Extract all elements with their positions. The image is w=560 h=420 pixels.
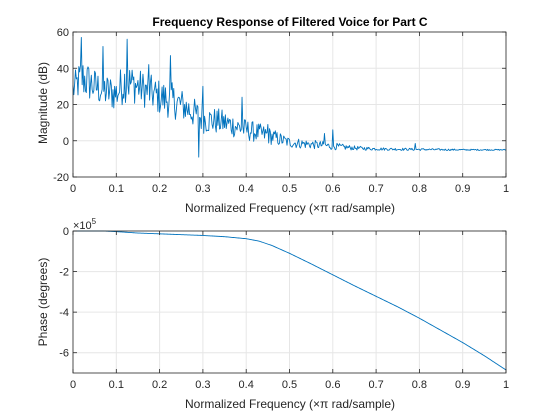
magnitude-y-tick-label: 60 — [57, 27, 69, 39]
magnitude-y-tick-label: 40 — [57, 63, 69, 75]
phase-x-tick-label: 0.9 — [455, 379, 470, 391]
magnitude-y-tick-label: 20 — [57, 100, 69, 112]
phase-y-axis-label: Phase (degrees) — [36, 258, 50, 347]
phase-x-tick-label: 0.2 — [152, 379, 167, 391]
magnitude-x-tick-label: 0.2 — [152, 183, 167, 195]
magnitude-series-line — [72, 36, 507, 158]
phase-x-tick-label: 0.3 — [195, 379, 210, 391]
phase-x-tick-label: 0 — [70, 379, 76, 391]
magnitude-x-tick-label: 0.8 — [412, 183, 427, 195]
phase-axes: 0 0.1 0.2 0.3 0.4 0.5 0.6 0.7 0.8 0.9 1 -6 -4 -2 0 — [59, 226, 509, 391]
magnitude-x-tick-label: 0.9 — [455, 183, 470, 195]
magnitude-x-tick-label: 0 — [70, 183, 76, 195]
phase-y-tick-label: -4 — [59, 307, 69, 319]
phase-exponent-label: ×105 — [73, 217, 97, 232]
magnitude-x-tick-label: 1 — [503, 183, 509, 195]
phase-x-tick-label: 0.1 — [109, 379, 124, 391]
magnitude-x-tick-label: 0.1 — [109, 183, 124, 195]
phase-exponent-base: ×10 — [73, 220, 92, 232]
phase-x-tick-label: 0.5 — [282, 379, 297, 391]
phase-series-line — [73, 230, 507, 371]
magnitude-x-tick-label: 0.5 — [282, 183, 297, 195]
magnitude-y-tick-label: 0 — [63, 136, 69, 148]
magnitude-y-axis-label: Magnitude (dB) — [36, 62, 50, 144]
phase-x-tick-label: 0.6 — [325, 379, 340, 391]
magnitude-y-tick-label: -20 — [53, 172, 69, 184]
phase-x-tick-label: 0.7 — [368, 379, 383, 391]
magnitude-x-tick-label: 0.6 — [325, 183, 340, 195]
phase-exponent-power: 5 — [92, 217, 97, 226]
chart-title: Frequency Response of Filtered Voice for… — [152, 15, 428, 29]
magnitude-x-tick-label: 0.4 — [239, 183, 254, 195]
phase-x-axis-label: Normalized Frequency (×π rad/sample) — [185, 397, 395, 411]
phase-y-tick-label: 0 — [63, 226, 69, 238]
phase-x-tick-label: 0.4 — [239, 379, 254, 391]
magnitude-x-tick-label: 0.3 — [195, 183, 210, 195]
phase-x-tick-label: 0.8 — [412, 379, 427, 391]
magnitude-x-axis-label: Normalized Frequency (×π rad/sample) — [185, 201, 395, 215]
phase-y-tick-label: -2 — [59, 267, 69, 279]
phase-y-tick-label: -6 — [59, 348, 69, 360]
phase-x-tick-label: 1 — [503, 379, 509, 391]
magnitude-x-tick-label: 0.7 — [368, 183, 383, 195]
